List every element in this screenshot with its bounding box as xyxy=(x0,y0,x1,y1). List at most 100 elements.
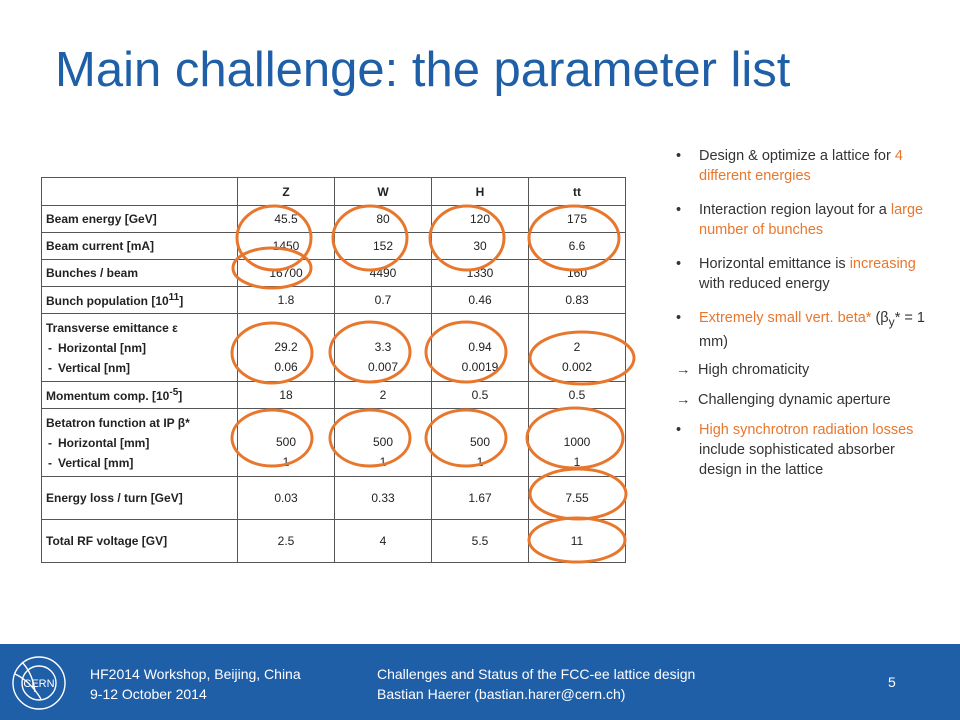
bullet-highlight: large number of bunches xyxy=(699,202,924,238)
table-cell: 3.3 0.007 xyxy=(334,313,432,382)
value-h: 29.2 xyxy=(274,339,298,354)
slide-title: Main challenge: the parameter list xyxy=(55,43,791,97)
value-h: 500 xyxy=(275,434,297,449)
page-number: 5 xyxy=(888,674,896,690)
table-cell: 1.8 xyxy=(237,286,335,314)
label-text: Bunch population [10 xyxy=(46,294,169,308)
bullet-highlight: 4 different energies xyxy=(699,148,903,184)
header-cell: W xyxy=(334,177,432,206)
table-cell: 2 0.002 xyxy=(528,313,626,382)
value-v: 1 xyxy=(573,454,581,469)
header-cell: Z xyxy=(237,177,335,206)
table-row: Bunch population [1011] 1.8 0.7 0.46 0.8… xyxy=(41,286,626,314)
value-h: 3.3 xyxy=(374,339,392,354)
table-cell: 0.83 xyxy=(528,286,626,314)
header-cell: H xyxy=(431,177,529,206)
label-exponent: -5 xyxy=(169,387,179,398)
arrow-right-icon: → xyxy=(676,361,691,378)
bullet-icon: • xyxy=(676,256,682,272)
bullet-highlight: increasing xyxy=(849,256,916,272)
row-label: Bunch population [1011] xyxy=(41,286,238,314)
bullet-text: * = 1 mm) xyxy=(699,310,925,350)
sub-label: Vertical [mm] xyxy=(46,453,237,473)
workshop-name: HF2014 Workshop, Beijing, China xyxy=(90,666,301,682)
table-row: Bunches / beam 16700 4490 1330 160 xyxy=(41,259,626,287)
table-cell: 0.5 xyxy=(528,381,626,409)
table-cell: 16700 xyxy=(237,259,335,287)
table-cell: 0.94 0.0019 xyxy=(431,313,529,382)
workshop-dates: 9-12 October 2014 xyxy=(90,686,207,702)
value-v: 0.007 xyxy=(367,359,399,374)
table-row: Total RF voltage [GV] 2.5 4 5.5 11 xyxy=(41,519,626,563)
sub-label: Horizontal [mm] xyxy=(46,433,237,453)
value-v: 0.002 xyxy=(561,359,593,374)
bullet-icon: • xyxy=(676,421,682,438)
label-bracket: ] xyxy=(178,389,183,403)
value-v: 1 xyxy=(282,454,290,469)
table-row: Energy loss / turn [GeV] 0.03 0.33 1.67 … xyxy=(41,476,626,520)
table-cell: 29.2 0.06 xyxy=(237,313,335,382)
sub-label: Vertical [nm] xyxy=(46,358,237,378)
table-cell: 4 xyxy=(334,519,432,563)
talk-author: Bastian Haerer (bastian.harer@cern.ch) xyxy=(377,686,626,702)
table-cell: 0.5 xyxy=(431,381,529,409)
value-h: 500 xyxy=(469,434,491,449)
value-v: 1 xyxy=(476,454,484,469)
row-label: Energy loss / turn [GeV] xyxy=(41,476,238,520)
row-label: Transverse emittance ε Horizontal [nm] V… xyxy=(41,313,238,382)
value-h: 2 xyxy=(573,339,581,354)
table-row: Betatron function at IP β* Horizontal [m… xyxy=(41,408,626,477)
bullet-text: with reduced energy xyxy=(699,276,830,292)
table-cell: 18 xyxy=(237,381,335,409)
bullet-highlight: Extremely small vert. beta* xyxy=(699,310,872,326)
table-cell: 120 xyxy=(431,205,529,233)
table-row: Beam current [mA] 1450 152 30 6.6 xyxy=(41,232,626,260)
footer-event: HF2014 Workshop, Beijing, China 9-12 Oct… xyxy=(90,664,301,704)
value-h: 1000 xyxy=(563,434,591,449)
table-row: Momentum comp. [10-5] 18 2 0.5 0.5 xyxy=(41,381,626,409)
bullet-icon: • xyxy=(676,148,682,164)
arrow-text: Challenging dynamic aperture xyxy=(698,391,891,408)
value-h: 0.94 xyxy=(468,339,492,354)
row-label: Total RF voltage [GV] xyxy=(41,519,238,563)
table-cell: 152 xyxy=(334,232,432,260)
arrow-right-icon: → xyxy=(676,391,691,408)
table-cell: 0.7 xyxy=(334,286,432,314)
value-v: 0.06 xyxy=(274,359,298,374)
label-bracket: ] xyxy=(179,294,184,308)
talk-title: Challenges and Status of the FCC-ee latt… xyxy=(377,666,696,682)
value-v: 0.0019 xyxy=(461,359,499,374)
bullet-list: • Design & optimize a lattice for 4 diff… xyxy=(676,146,926,494)
table-cell: 0.46 xyxy=(431,286,529,314)
table-cell: 45.5 xyxy=(237,205,335,233)
bullet-subscript: y xyxy=(888,314,895,329)
header-cell xyxy=(41,177,238,206)
row-label: Bunches / beam xyxy=(41,259,238,287)
bullet-text: (β xyxy=(871,310,889,326)
bullet-highlight: High synchrotron radiation losses xyxy=(699,421,914,438)
bullet-text: Interaction region layout for a xyxy=(699,202,891,218)
bullet-text: Horizontal emittance is xyxy=(699,256,850,272)
row-label: Beam current [mA] xyxy=(41,232,238,260)
label-exponent: 11 xyxy=(168,292,180,303)
table-cell: 1.67 xyxy=(431,476,529,520)
table-cell: 0.33 xyxy=(334,476,432,520)
table-cell: 2.5 xyxy=(237,519,335,563)
bullet-text: Design & optimize a lattice for xyxy=(699,148,895,164)
row-label: Momentum comp. [10-5] xyxy=(41,381,238,409)
arrow-item: → Challenging dynamic aperture xyxy=(676,390,926,410)
bullet-item: • Design & optimize a lattice for 4 diff… xyxy=(676,146,926,186)
label-text: Momentum comp. [10 xyxy=(46,389,170,403)
table-cell: 2 xyxy=(334,381,432,409)
table-cell: 175 xyxy=(528,205,626,233)
value-h: 500 xyxy=(372,434,394,449)
table-header-row: Z W H tt xyxy=(41,177,626,206)
bullet-icon: • xyxy=(676,202,682,218)
arrow-item: → High chromaticity xyxy=(676,360,926,380)
table-cell: 500 1 xyxy=(431,408,529,477)
table-cell: 160 xyxy=(528,259,626,287)
table-cell: 5.5 xyxy=(431,519,529,563)
table-cell: 30 xyxy=(431,232,529,260)
bullet-item: • Extremely small vert. beta* (βy* = 1 m… xyxy=(676,308,926,352)
row-label: Betatron function at IP β* Horizontal [m… xyxy=(41,408,238,477)
